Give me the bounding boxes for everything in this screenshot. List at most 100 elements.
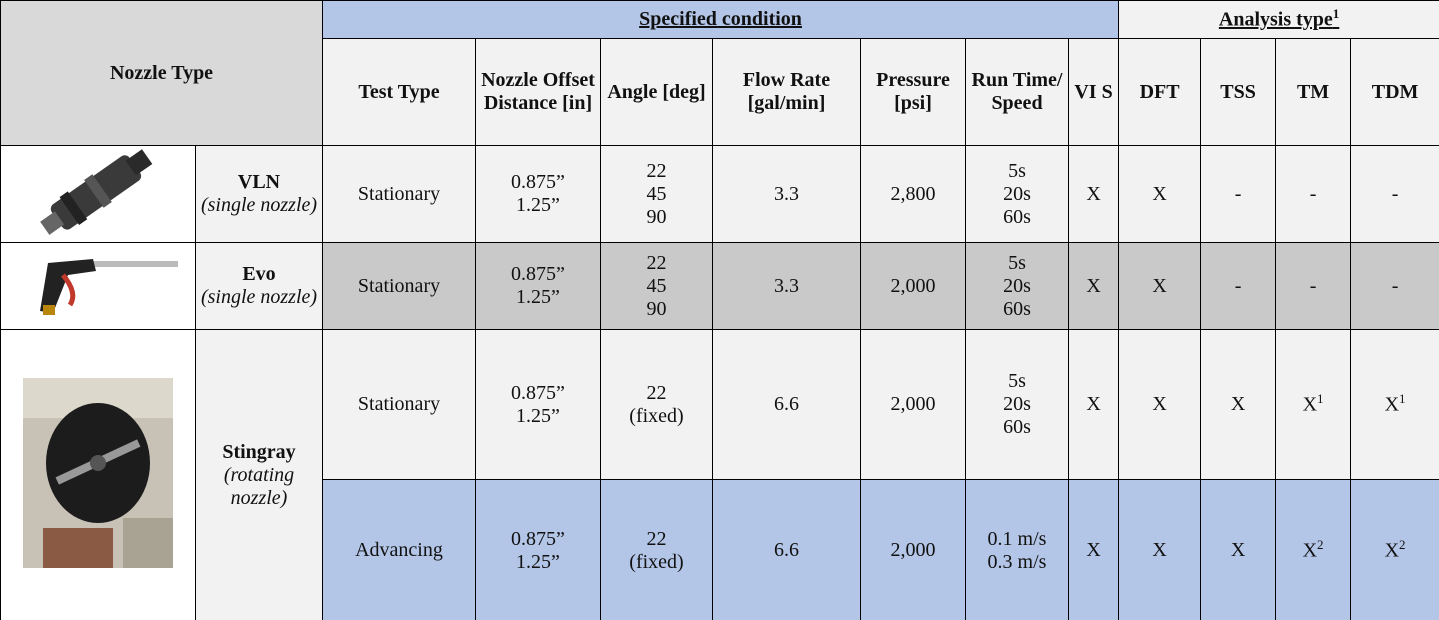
data-cell: X <box>1119 146 1201 243</box>
table-body: Nozzle TypeSpecified conditionAnalysis t… <box>1 1 1439 620</box>
data-cell: X <box>1119 243 1201 330</box>
cell-text: X <box>1385 394 1399 416</box>
footnote-ref: 2 <box>1399 537 1406 552</box>
nozzle-name: VLN <box>200 171 318 194</box>
data-cell: X <box>1119 480 1201 620</box>
data-cell: 2,000 <box>861 243 966 330</box>
cell-text: X <box>1303 394 1317 416</box>
image-cell <box>1 243 196 330</box>
data-cell: X <box>1201 480 1276 620</box>
nozzle-note: (single nozzle) <box>200 286 318 309</box>
data-cell: Stationary <box>323 146 476 243</box>
cell-line: 60s <box>970 416 1064 439</box>
data-cell: - <box>1276 243 1351 330</box>
cell-line: 60s <box>970 298 1064 321</box>
footnote-ref: 1 <box>1399 391 1406 406</box>
cell-line: 60s <box>970 206 1064 229</box>
cell-line: 90 <box>605 298 708 321</box>
cell-line: 22 <box>605 528 708 551</box>
cell-line: (fixed) <box>605 405 708 428</box>
cell-line: 20s <box>970 183 1064 206</box>
nozzle-cell: Evo(single nozzle) <box>196 243 323 330</box>
image-cell <box>1 330 196 620</box>
footnote-ref: 1 <box>1317 391 1324 406</box>
cell-line: 22 <box>605 382 708 405</box>
cell-text: X <box>1385 540 1399 562</box>
data-cell: X <box>1201 330 1276 480</box>
cell-line: 20s <box>970 393 1064 416</box>
data-cell: X <box>1069 146 1119 243</box>
data-cell: X <box>1069 243 1119 330</box>
data-cell: 6.6 <box>713 480 861 620</box>
nozzle-cell: Stingray(rotating nozzle) <box>196 330 323 620</box>
data-cell: 2,000 <box>861 330 966 480</box>
cell-line: 90 <box>605 206 708 229</box>
data-cell: - <box>1276 146 1351 243</box>
data-cell: Stationary <box>323 243 476 330</box>
header-cell: Nozzle Type <box>1 1 323 146</box>
cell-line: 22 <box>605 160 708 183</box>
nozzle-note: (single nozzle) <box>200 194 318 217</box>
column-header: Flow Rate [gal/min] <box>713 39 861 146</box>
data-cell: X2 <box>1351 480 1439 620</box>
column-header: Test Type <box>323 39 476 146</box>
nozzle-name: Evo <box>200 263 318 286</box>
data-cell: - <box>1351 146 1439 243</box>
data-cell: Stationary <box>323 330 476 480</box>
data-cell: - <box>1201 146 1276 243</box>
cell-line: 0.3 m/s <box>970 551 1064 574</box>
footnote-ref: 1 <box>1333 6 1340 21</box>
header-cell: Specified condition <box>323 1 1119 39</box>
data-cell: X <box>1069 330 1119 480</box>
column-header: Nozzle Offset Distance [in] <box>476 39 601 146</box>
cell-line: 5s <box>970 370 1064 393</box>
footnote-ref: 2 <box>1317 537 1324 552</box>
image-cell <box>1 146 196 243</box>
data-cell: - <box>1351 243 1439 330</box>
header-cell: Analysis type1 <box>1119 1 1439 39</box>
cell-line: 0.1 m/s <box>970 528 1064 551</box>
cell-line: 5s <box>970 252 1064 275</box>
cell-text: X <box>1303 540 1317 562</box>
vln-nozzle-image <box>23 146 173 236</box>
column-header: Pressure [psi] <box>861 39 966 146</box>
cell-line: 5s <box>970 160 1064 183</box>
cell-line: (fixed) <box>605 551 708 574</box>
data-cell: Advancing <box>323 480 476 620</box>
cell-line: 1.25” <box>480 286 596 309</box>
column-header: DFT <box>1119 39 1201 146</box>
data-cell: 0.875”1.25” <box>476 330 601 480</box>
cell-line: 1.25” <box>480 551 596 574</box>
data-cell: 2,800 <box>861 146 966 243</box>
cell-line: 45 <box>605 183 708 206</box>
cell-line: 1.25” <box>480 405 596 428</box>
cell-line: 22 <box>605 252 708 275</box>
data-cell: - <box>1201 243 1276 330</box>
data-cell: 0.875”1.25” <box>476 480 601 620</box>
evo-gun-image <box>8 243 188 323</box>
data-cell: 0.875”1.25” <box>476 243 601 330</box>
data-cell: 22(fixed) <box>601 480 713 620</box>
column-header: TSS <box>1201 39 1276 146</box>
cell-line: 20s <box>970 275 1064 298</box>
nozzle-note: (rotating nozzle) <box>200 464 318 510</box>
column-header: Run Time/ Speed <box>966 39 1069 146</box>
data-cell: 22(fixed) <box>601 330 713 480</box>
cell-line: 1.25” <box>480 194 596 217</box>
header-text: Analysis type <box>1219 9 1333 31</box>
data-cell: X <box>1119 330 1201 480</box>
data-cell: 3.3 <box>713 243 861 330</box>
cell-line: 0.875” <box>480 263 596 286</box>
data-cell: X <box>1069 480 1119 620</box>
column-header: Angle [deg] <box>601 39 713 146</box>
